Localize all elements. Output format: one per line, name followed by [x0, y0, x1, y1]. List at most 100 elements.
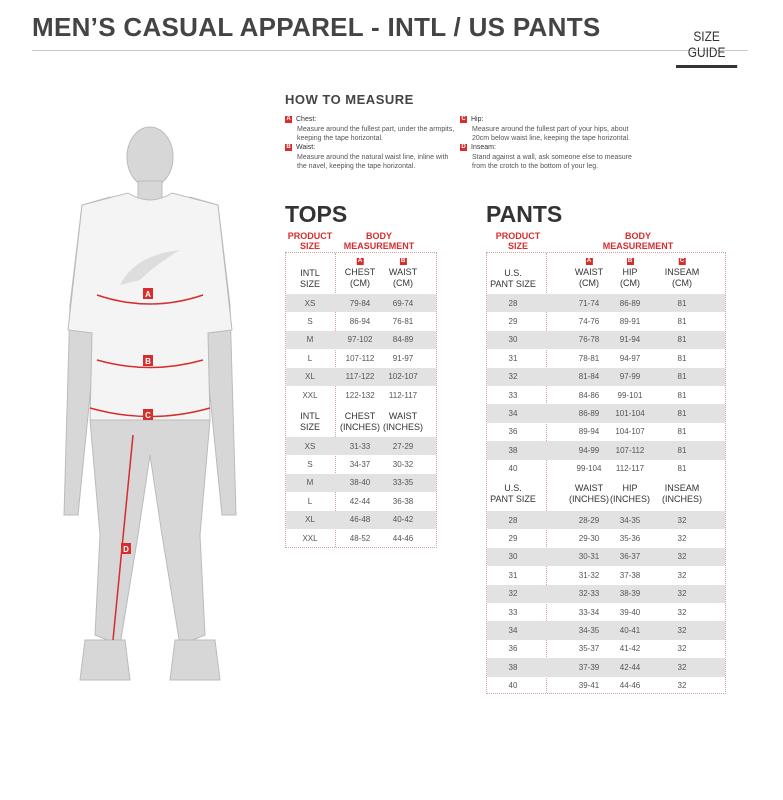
marker-a-icon: A — [356, 258, 364, 265]
table-cell: 69-74 — [392, 298, 414, 308]
table-cell: 84-86 — [578, 390, 600, 400]
table-row: XL 46-48 40-42 — [286, 510, 436, 529]
marker-a-icon — [143, 288, 153, 299]
table-row: L 107-112 91-97 — [286, 349, 436, 367]
table-cell: 89-94 — [578, 427, 600, 437]
column-divider — [546, 253, 547, 693]
table-row: M 38-40 33-35 — [286, 473, 436, 493]
table-cell: 32-33 — [578, 589, 600, 599]
column-header-label: HIP (INCHES) — [610, 483, 650, 504]
table-cell: XXL — [302, 533, 318, 543]
pants-size-table: U.S. PANT SIZE A WAIST (CM) B HIP (CM) C INSEAM (C… — [486, 252, 726, 694]
table-cell: 32 — [677, 589, 687, 599]
table-cell: 37-38 — [619, 570, 641, 580]
column-header-label: CHEST (INCHES) — [340, 411, 380, 432]
table-cell: 39-40 — [619, 607, 641, 617]
column-header-label: INTL SIZE — [299, 268, 321, 289]
table-cell: 97-102 — [347, 335, 373, 345]
marker-b-icon — [143, 355, 153, 366]
table-cell: 78-81 — [578, 353, 600, 363]
measure-item-inseam: D Inseam: Stand against a wall, ask someo… — [460, 143, 635, 172]
table-row: S 86-94 76-81 — [286, 312, 436, 330]
table-row: 38 37-39 42-44 32 — [487, 658, 725, 677]
table-cell: 32 — [677, 607, 687, 617]
table-row: 40 39-41 44-46 32 — [487, 677, 725, 695]
column-header-label: HIP (CM) — [620, 267, 640, 288]
measure-label: Chest: — [296, 116, 317, 123]
column-header: B HIP (CM) — [620, 258, 640, 289]
table-row: 38 94-99 107-112 81 — [487, 441, 725, 460]
marker-a-icon: A — [585, 258, 593, 265]
table-cell: 30 — [508, 552, 518, 562]
pants-figure — [89, 419, 211, 646]
measure-item-chest: A Chest: Measure around the fullest part,… — [285, 115, 460, 144]
table-cell: 34-35 — [578, 626, 600, 636]
table-cell: 40-42 — [392, 515, 414, 525]
table-cell: 91-97 — [392, 353, 414, 363]
table-cell: 39-41 — [578, 681, 600, 691]
head — [126, 126, 174, 188]
table-cell: 32 — [677, 552, 687, 562]
column-header-label: CHEST (CM) — [344, 267, 376, 288]
column-header-label: WAIST (CM) — [574, 267, 604, 288]
column-header-label: INSEAM (CM) — [664, 267, 700, 288]
table-cell: XS — [304, 298, 316, 308]
table-cell: XL — [305, 372, 315, 382]
table-cell: 81-84 — [578, 372, 600, 382]
table-cell: L — [307, 496, 313, 506]
t-shirt — [67, 192, 233, 421]
table-row: 31 31-32 37-38 32 — [487, 566, 725, 584]
table-cell: L — [307, 353, 313, 363]
column-header-label: U.S. PANT SIZE — [490, 268, 536, 289]
table-row: XS 31-33 27-29 — [286, 437, 436, 456]
measure-label: Waist: — [296, 144, 316, 151]
table-cell: 37-39 — [578, 662, 600, 672]
table-cell: 81 — [677, 427, 687, 437]
table-cell: M — [306, 478, 314, 488]
table-cell: 81 — [677, 298, 687, 308]
table-cell: 86-94 — [349, 317, 371, 327]
table-cell: 41-42 — [619, 644, 641, 654]
column-header-label: U.S. PANT SIZE — [490, 483, 536, 504]
tops-product-size-label: PRODUCT SIZE — [287, 231, 333, 251]
tops-body-measurement-label: BODY MEASUREMENT — [343, 231, 415, 251]
table-row: 36 89-94 104-107 81 — [487, 423, 725, 441]
table-cell: 32 — [677, 681, 687, 691]
column-header: CHEST (INCHES) — [340, 411, 380, 433]
table-row: 34 86-89 101-104 81 — [487, 404, 725, 423]
table-row: 32 32-33 38-39 32 — [487, 584, 725, 603]
table-cell: 76-81 — [392, 317, 414, 327]
table-cell: 32 — [677, 644, 687, 654]
tab-size-guide[interactable]: SIZE GUIDE — [676, 28, 738, 68]
table-cell: 40 — [508, 464, 518, 474]
table-row: 29 74-76 89-91 81 — [487, 312, 725, 330]
table-row: 33 84-86 99-101 81 — [487, 386, 725, 404]
marker-b-label: B — [145, 357, 151, 366]
table-cell: 104-107 — [615, 427, 645, 437]
marker-a-label: A — [145, 290, 151, 299]
table-cell: 27-29 — [392, 441, 414, 451]
table-row: 30 76-78 91-94 81 — [487, 330, 725, 350]
table-cell: 38 — [508, 445, 518, 455]
column-header: U.S. PANT SIZE — [490, 483, 536, 505]
table-cell: 101-104 — [615, 409, 645, 419]
table-cell: 38 — [508, 662, 518, 672]
marker-c-icon: C — [678, 258, 686, 265]
marker-a-icon: A — [285, 116, 292, 124]
table-cell: S — [307, 317, 313, 327]
table-row: 31 78-81 94-97 81 — [487, 349, 725, 367]
table-cell: 81 — [677, 409, 687, 419]
table-cell: 81 — [677, 353, 687, 363]
marker-c-icon: C — [460, 116, 467, 124]
table-row: 40 99-104 112-117 81 — [487, 460, 725, 478]
how-to-measure-title: HOW TO MEASURE — [285, 92, 414, 107]
table-cell: 34-35 — [619, 515, 641, 525]
table-cell: XL — [305, 515, 315, 525]
column-header: INSEAM (INCHES) — [662, 483, 702, 505]
table-cell: 46-48 — [349, 515, 371, 525]
table-cell: 32 — [677, 515, 687, 525]
table-cell: 35-36 — [619, 534, 641, 544]
table-cell: 31-33 — [349, 441, 371, 451]
table-row: XXL 122-132 112-117 — [286, 386, 436, 404]
marker-d-icon: D — [460, 144, 467, 152]
